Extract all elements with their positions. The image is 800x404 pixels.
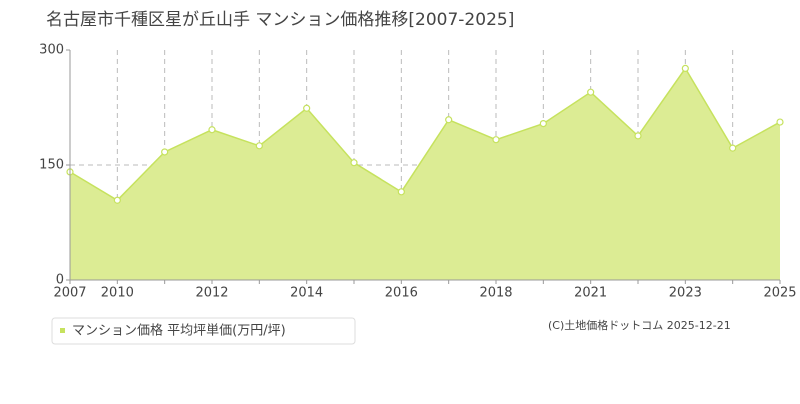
x-tick-label: 2021 [574,286,607,301]
data-point [208,126,216,134]
chart-title: 名古屋市千種区星が丘山手 マンション価格推移[2007-2025] [46,10,514,30]
x-tick-label: 2010 [101,286,134,301]
source-note: (C)土地価格ドットコム 2025-12-21 [548,318,731,332]
area-line [69,67,781,202]
data-point [681,64,689,73]
data-point [161,148,169,156]
data-point [397,188,405,196]
x-tick-label: 2007 [53,286,86,301]
data-point [729,144,737,152]
x-tick-label: 2023 [669,286,702,301]
x-tick-label: 2025 [763,286,796,301]
data-point [255,142,263,150]
legend-box [51,317,356,345]
x-tick-label: 2014 [290,286,323,301]
x-tick-label: 2016 [385,286,418,301]
data-point [634,132,642,140]
x-tick-label: 2012 [195,286,228,301]
data-point [492,136,500,144]
data-point [587,88,595,96]
y-tick-label: 150 [39,158,64,173]
legend-marker [60,328,65,333]
x-tick-label: 2018 [479,286,512,301]
data-point [539,119,547,128]
y-tick-label: 300 [39,43,64,58]
y-tick-label: 0 [56,273,64,288]
data-point [113,196,121,204]
data-point [350,159,358,167]
area-fill [70,68,780,281]
legend-label: マンション価格 平均坪単価(万円/坪) [72,323,286,339]
data-point [445,116,453,124]
data-point [303,104,311,112]
data-point [776,118,784,126]
